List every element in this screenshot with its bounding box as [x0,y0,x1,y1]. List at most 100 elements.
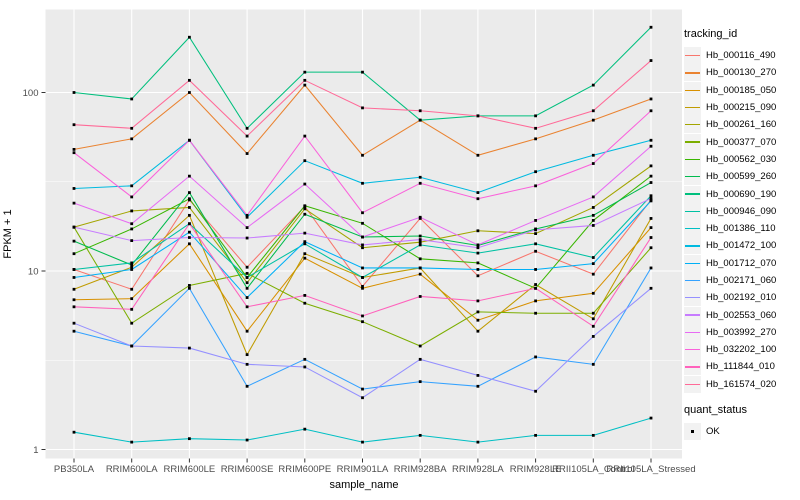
data-point [361,221,364,225]
data-point [418,118,422,122]
legend-color-line [685,158,700,161]
data-point [534,242,537,246]
legend-item-Hb_000690_190: Hb_000690_190 [684,185,798,203]
data-point [649,174,653,178]
quant-status-title: quant_status [684,403,747,416]
x-tick-label: RRII105LA_Control [552,464,634,475]
legend-label: Hb_111844_010 [706,361,775,373]
legend-key [684,306,701,324]
data-point [476,299,480,303]
data-point [649,197,653,200]
data-point [188,286,191,290]
data-point [534,299,537,303]
data-point [245,276,249,279]
data-point [649,181,653,184]
data-point [188,138,191,142]
legend-item-quant-ok: OK [684,423,798,441]
data-point [245,438,249,442]
data-point [649,164,653,168]
data-point [591,262,595,266]
data-point [188,437,191,441]
data-point [72,91,76,94]
x-tick-label: RRIM600PE [278,464,331,475]
legend-item-Hb_000946_090: Hb_000946_090 [684,202,798,220]
data-point [476,191,480,194]
data-point [188,174,191,178]
data-point [303,256,307,260]
legend-item-Hb_000377_070: Hb_000377_070 [684,133,798,151]
data-point [649,199,653,203]
data-point [476,329,480,333]
x-tick-label: RRIM600SE [221,464,274,475]
legend-key [684,289,701,307]
legend-key [684,272,701,289]
data-point [476,374,480,377]
legend-color-line [685,227,700,230]
data-point [303,252,307,256]
data-point [418,181,422,185]
data-point [245,213,249,217]
legend-item-Hb_000215_090: Hb_000215_090 [684,99,798,117]
data-point [418,240,422,244]
data-point [245,215,249,219]
legend-key [684,423,701,441]
data-point [72,298,76,302]
data-point [418,266,422,270]
data-point [245,226,249,230]
data-point [534,170,537,174]
data-point [188,191,191,194]
data-point [534,114,537,118]
legend-items: Hb_000116_490 Hb_000130_270 Hb_000185_050 H… [684,47,798,393]
data-point [649,246,653,250]
data-point [245,296,249,299]
legend-label: Hb_000377_070 [706,136,777,148]
data-point [130,209,134,213]
legend-key [684,116,701,134]
legend-color-line [685,176,700,178]
data-point [649,194,653,198]
legend-color-line [685,72,700,74]
data-point [245,134,249,138]
legend-item-Hb_000185_050: Hb_000185_050 [684,81,798,99]
legend-key [684,64,701,82]
data-point [188,78,191,82]
data-point [188,346,191,350]
data-point [418,344,422,348]
data-point [303,365,307,369]
data-point [361,314,364,318]
data-point [476,153,480,157]
data-point [303,240,307,244]
data-point [245,265,249,269]
data-point [476,251,480,255]
black-square-marker [690,429,695,434]
data-point [591,153,595,157]
x-tick-label: RRIM901LA [337,464,389,475]
data-point [476,440,480,444]
legend-key [684,150,701,168]
data-point [418,175,422,179]
data-point [188,35,191,39]
legend-item-Hb_000130_270: Hb_000130_270 [684,64,798,82]
x-tick-label: RRIM928LA [452,464,504,475]
legend-label: Hb_002192_010 [706,292,777,304]
data-point [130,239,134,243]
data-point [303,159,307,163]
data-point [72,268,76,271]
legend-item-Hb_002192_010: Hb_002192_010 [684,289,798,307]
data-point [361,211,364,215]
data-point [534,311,537,315]
legend-color-line [685,193,700,195]
data-point [130,222,134,226]
legend-item-Hb_032202_100: Hb_032202_100 [684,341,798,359]
data-point [591,433,595,437]
data-point [245,286,249,290]
data-point [130,137,134,141]
data-point [72,187,76,190]
data-point [188,91,191,94]
data-point [130,227,134,231]
legend-color-line [685,262,700,264]
y-tick-label: 100 [23,88,39,99]
data-point [476,268,480,271]
data-point [534,268,537,271]
